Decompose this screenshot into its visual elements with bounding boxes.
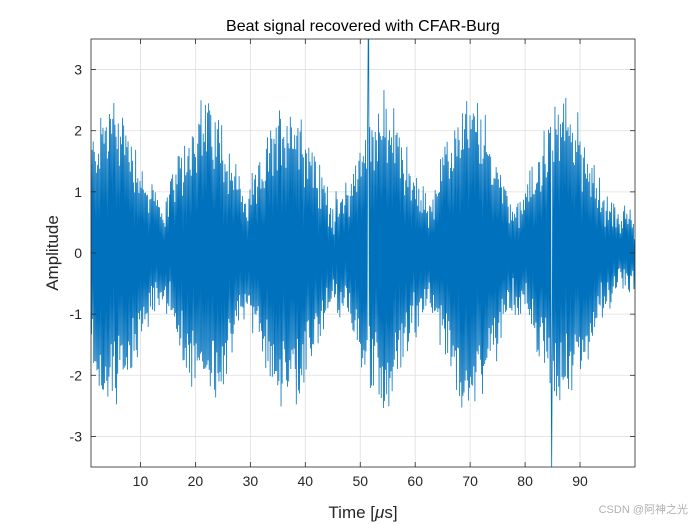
y-tick-label: 0 xyxy=(74,245,82,261)
y-tick-label: 3 xyxy=(74,62,82,78)
x-tick-label: 70 xyxy=(462,473,478,489)
y-tick-label: -2 xyxy=(70,367,83,383)
y-axis-label: Amplitude xyxy=(43,215,62,291)
x-tick-label: 80 xyxy=(517,473,533,489)
watermark: CSDN @阿神之光 xyxy=(598,504,688,516)
x-tick-label: 90 xyxy=(572,473,588,489)
x-axis-label: Time [μs] xyxy=(328,503,397,522)
x-tick-label: 40 xyxy=(298,473,314,489)
x-tick-label: 50 xyxy=(352,473,368,489)
x-tick-label: 30 xyxy=(243,473,259,489)
ticks: 10 20 30 40 50 60 70 80 90 -3 -2 -1 0 1 2 3 xyxy=(70,39,635,489)
signal-line xyxy=(91,39,635,467)
y-tick-label: 1 xyxy=(74,184,82,200)
chart-title: Beat signal recovered with CFAR-Burg xyxy=(226,18,500,35)
y-tick-label: -3 xyxy=(70,428,83,444)
x-tick-label: 20 xyxy=(188,473,204,489)
y-tick-label: 2 xyxy=(74,123,82,139)
x-tick-label: 10 xyxy=(133,473,149,489)
y-tick-label: -1 xyxy=(70,306,83,322)
x-tick-label: 60 xyxy=(407,473,423,489)
